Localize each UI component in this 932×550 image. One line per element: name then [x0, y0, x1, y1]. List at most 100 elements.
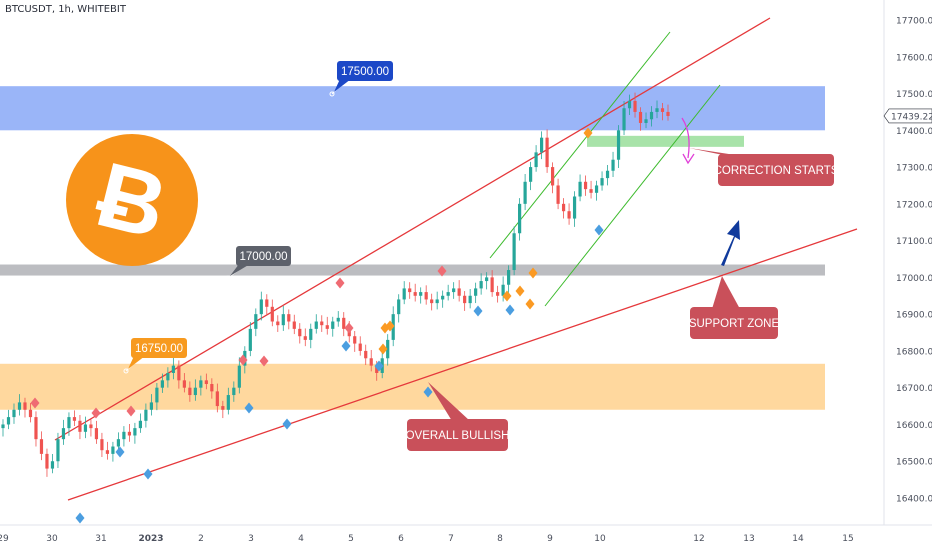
fractal-signal-marker — [515, 285, 525, 297]
time-tick-label: 8 — [497, 534, 503, 544]
candle-body — [523, 181, 527, 204]
time-tick-label: 3 — [248, 534, 254, 544]
fractal-low-marker — [374, 360, 384, 372]
candle-body — [402, 288, 406, 300]
fractal-signal-marker — [385, 320, 395, 332]
candle-body — [496, 292, 500, 296]
candle-body — [567, 211, 571, 219]
time-tick-label: 13 — [743, 534, 754, 544]
candle-body — [248, 328, 252, 351]
candle-body — [232, 387, 236, 396]
candle-body — [468, 295, 472, 304]
candle-body — [358, 343, 362, 351]
candle-body — [226, 395, 230, 410]
candle-body — [138, 420, 142, 429]
price-tick-label: 16400.00 — [896, 495, 932, 505]
candle-body — [375, 365, 379, 373]
candle-body — [320, 321, 324, 326]
candle-body — [237, 365, 241, 388]
candle-body — [177, 365, 181, 381]
candle-body — [616, 130, 621, 160]
fractal-low-marker — [244, 402, 254, 414]
candle-body — [78, 420, 82, 432]
candle-body — [39, 439, 44, 454]
candle-body — [6, 417, 11, 425]
label-17000-anchor — [225, 275, 231, 281]
price-tick-label: 17700.00 — [896, 17, 932, 27]
time-tick-label: 15 — [842, 534, 853, 544]
time-tick-label: 6 — [398, 534, 404, 544]
label-17500-text: 17500.00 — [341, 66, 389, 78]
candle-body — [589, 189, 593, 193]
label-17000 — [236, 246, 291, 266]
time-tick-label: 10 — [594, 534, 606, 544]
label-16750-anchor — [123, 368, 129, 374]
candle-body — [474, 288, 478, 296]
candle-body — [298, 328, 302, 337]
candle-body — [342, 317, 346, 329]
fractal-high-marker — [335, 277, 345, 289]
candle-body — [215, 391, 219, 407]
candle-body — [561, 203, 566, 212]
fractal-signal-marker — [378, 343, 388, 355]
candle-body — [193, 387, 197, 396]
price-tick-label: 16700.00 — [896, 384, 932, 394]
candle-body — [611, 159, 615, 171]
candle-body — [221, 406, 225, 410]
candle-body — [633, 100, 637, 112]
fractal-high-marker — [126, 405, 136, 417]
overall-callout — [407, 419, 508, 451]
time-tick-label: 2023 — [138, 534, 163, 544]
channel-lower-line — [67, 228, 858, 501]
candle-body — [539, 137, 544, 153]
down-arrow-shaft — [681, 117, 690, 159]
candle-body — [133, 428, 137, 436]
candle-body — [666, 111, 670, 116]
label-17000-text: 17000.00 — [240, 251, 288, 263]
fractal-low-marker — [75, 512, 85, 524]
last-price-text: 17439.22 — [891, 112, 932, 122]
candle-body — [485, 277, 489, 282]
candle-body — [397, 299, 401, 315]
time-tick-label: 14 — [792, 534, 804, 544]
up-arrow — [721, 220, 740, 266]
candle-body — [182, 380, 186, 388]
candle-body — [265, 299, 269, 307]
candle-body — [529, 167, 533, 182]
fractal-low-marker — [115, 446, 125, 458]
zone-mid — [0, 264, 825, 276]
correction-callout — [718, 154, 834, 186]
candle-body — [583, 181, 588, 190]
candle-body — [144, 409, 148, 421]
fractal-high-marker — [344, 322, 354, 334]
candle-body — [116, 439, 121, 447]
candle-body — [100, 439, 104, 451]
fractal-high-marker — [91, 407, 101, 419]
candle-body — [572, 196, 577, 219]
candle-body — [550, 167, 555, 186]
time-tick-label: 31 — [95, 534, 106, 544]
candle-body — [534, 152, 538, 168]
label-16750-tail — [128, 356, 145, 369]
down-arrow-head — [682, 153, 695, 165]
fractal-high-marker — [30, 397, 40, 409]
overall-callout-tail — [428, 382, 470, 421]
candle-body — [660, 108, 665, 112]
candle-body — [270, 306, 274, 322]
candle-body — [67, 417, 71, 429]
candle-body — [655, 108, 659, 112]
label-16750-text: 16750.00 — [135, 343, 183, 355]
candle-body — [287, 314, 291, 322]
price-tick-label: 17500.00 — [896, 90, 932, 100]
candle-body — [199, 380, 203, 388]
candle-body — [303, 336, 307, 340]
candle-body — [105, 450, 110, 454]
candle-body — [160, 380, 164, 388]
fractal-high-marker — [238, 354, 248, 366]
fractal-low-marker — [282, 418, 292, 430]
fractal-low-marker — [473, 305, 483, 317]
candle-body — [545, 137, 549, 168]
candle-body — [45, 453, 49, 469]
